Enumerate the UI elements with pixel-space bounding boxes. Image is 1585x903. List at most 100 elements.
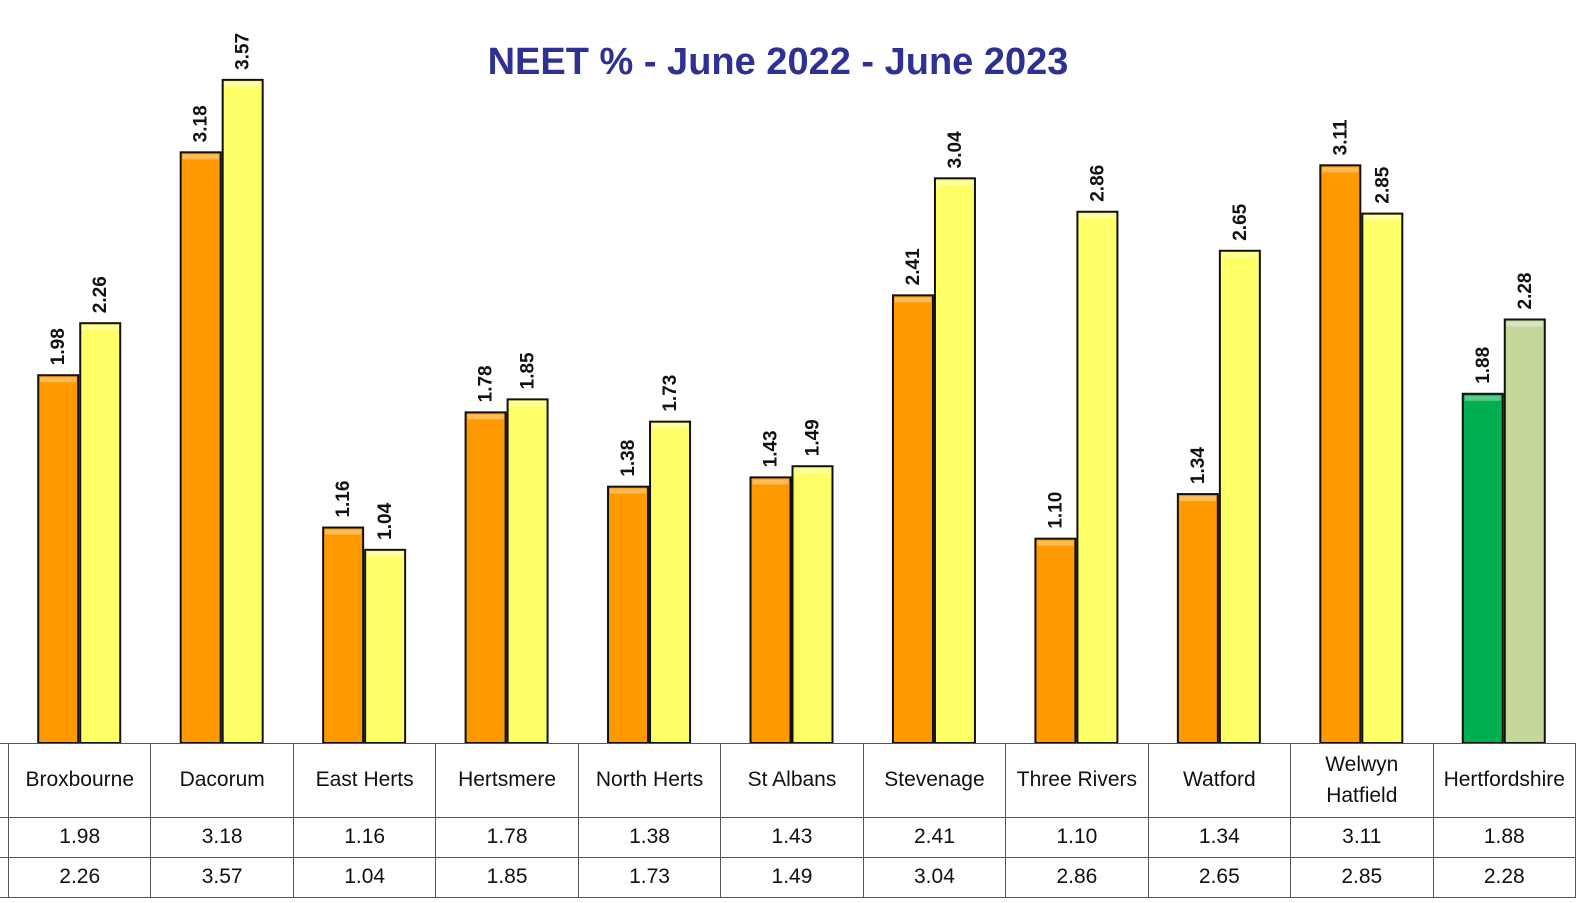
table-value: 1.04	[292, 857, 437, 898]
bar	[933, 177, 976, 744]
category-cell: St Albans	[720, 743, 864, 818]
bar-highlight	[40, 377, 77, 383]
table-value: 1.16	[292, 817, 437, 858]
table-value: 1.34	[1147, 817, 1292, 858]
bar-highlight	[467, 414, 504, 420]
bar-highlight	[1506, 321, 1543, 327]
value-label: 1.04	[375, 502, 396, 539]
bar-highlight	[652, 423, 689, 429]
table-value: 3.18	[150, 817, 294, 858]
table-value: 2.41	[862, 817, 1007, 858]
table-value: 2.28	[1432, 857, 1576, 898]
category-cell: Hertfordshire	[1432, 743, 1576, 818]
bar-highlight	[325, 529, 362, 535]
bar	[1503, 318, 1546, 744]
bar	[1034, 537, 1077, 744]
value-label: 2.65	[1230, 203, 1251, 240]
value-label: 2.26	[90, 276, 111, 313]
bar-highlight	[1464, 395, 1501, 401]
bar-highlight	[509, 401, 546, 407]
value-label: 3.11	[1330, 119, 1351, 155]
bar	[1461, 392, 1504, 744]
table-value: 1.43	[720, 817, 864, 858]
table-value: 1.78	[435, 817, 579, 858]
table-value: 1.98	[8, 817, 152, 858]
category-cell: Watford	[1147, 743, 1292, 818]
value-label: 2.41	[903, 248, 924, 285]
value-label: 1.43	[761, 430, 782, 467]
value-label: 1.98	[48, 328, 69, 365]
table-value: 3.57	[150, 857, 294, 898]
category-cell: Three Rivers	[1005, 743, 1149, 818]
table-value: 2.65	[1147, 857, 1292, 898]
chart-title: NEET % - June 2022 - June 2023	[488, 41, 1069, 83]
table-value: 2.85	[1290, 857, 1434, 898]
value-label: 1.88	[1473, 347, 1494, 384]
bar-highlight	[936, 180, 973, 186]
value-label: 1.38	[618, 440, 639, 477]
bar	[464, 411, 507, 744]
bar-highlight	[610, 488, 647, 494]
bar	[791, 465, 834, 744]
value-label: 2.28	[1515, 273, 1536, 310]
value-label: 1.34	[1188, 447, 1209, 484]
table-value: 1.38	[577, 817, 722, 858]
value-label: 3.04	[945, 131, 966, 168]
category-cell: Hertsmere	[435, 743, 579, 818]
bar	[749, 476, 792, 744]
value-label: 1.49	[803, 419, 824, 456]
bar	[1176, 493, 1219, 744]
value-label: 1.10	[1045, 492, 1066, 529]
bar	[179, 151, 222, 744]
bar-highlight	[894, 297, 931, 303]
bar-highlight	[182, 154, 219, 160]
bar-highlight	[752, 479, 789, 485]
category-cell: Stevenage	[862, 743, 1007, 818]
category-cell: Broxbourne	[8, 743, 152, 818]
table-value: 2.26	[8, 857, 152, 898]
value-label: 3.57	[233, 33, 254, 70]
bar	[37, 374, 80, 744]
bar-highlight	[224, 81, 261, 87]
bar	[221, 78, 264, 744]
bar	[364, 548, 407, 744]
bar-highlight	[1322, 167, 1359, 173]
bar-highlight	[367, 551, 404, 557]
bar	[649, 420, 692, 744]
table-value: 1.85	[435, 857, 579, 898]
bar	[322, 526, 365, 745]
bar-highlight	[1037, 540, 1074, 546]
bar-highlight	[1364, 215, 1401, 221]
value-label: 3.18	[191, 105, 212, 142]
bar	[1076, 210, 1119, 744]
bar-highlight	[794, 468, 831, 474]
table-value: 1.88	[1432, 817, 1576, 858]
table-value: 1.73	[577, 857, 722, 898]
bar	[891, 294, 934, 744]
bar-highlight	[1179, 496, 1216, 502]
bar	[79, 322, 122, 744]
bar-highlight	[1221, 252, 1258, 258]
value-label: 2.85	[1372, 166, 1393, 203]
bar-highlight	[82, 325, 119, 331]
value-label: 1.16	[333, 481, 354, 518]
bar	[506, 398, 549, 744]
bar	[1361, 212, 1404, 745]
bar	[1319, 164, 1362, 744]
category-cell: Dacorum	[150, 743, 294, 818]
value-label: 1.85	[518, 352, 539, 389]
category-cell: East Herts	[292, 743, 437, 818]
bar-highlight	[1079, 213, 1116, 219]
value-label: 2.86	[1087, 165, 1108, 202]
table-value: 3.11	[1290, 817, 1434, 858]
category-cell: Welwyn Hatfield	[1290, 743, 1434, 818]
table-value: 2.86	[1005, 857, 1149, 898]
category-cell: North Herts	[577, 743, 722, 818]
table-value: 1.10	[1005, 817, 1149, 858]
value-label: 1.73	[660, 375, 681, 412]
bar	[1218, 249, 1261, 744]
bar	[607, 485, 650, 744]
table-value: 3.04	[862, 857, 1007, 898]
